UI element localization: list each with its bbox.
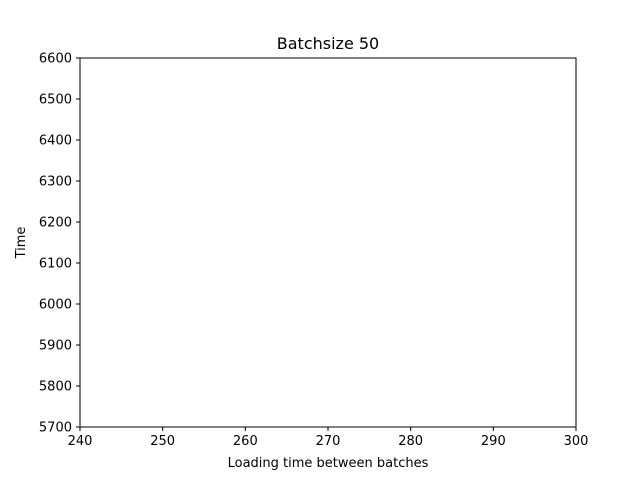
- x-tick-label: 280: [398, 434, 423, 449]
- x-ticks: 240 250 260 270 280 290 300: [68, 427, 589, 449]
- x-tick-label: 270: [316, 434, 341, 449]
- x-tick-label: 290: [481, 434, 506, 449]
- plot-area-frame: [79, 57, 577, 428]
- y-tick-label: 5900: [39, 339, 72, 354]
- y-axis-label: Time: [14, 227, 29, 260]
- y-tick-label: 6300: [39, 175, 72, 190]
- x-tick-label: 250: [150, 434, 175, 449]
- y-tick-label: 6000: [39, 298, 72, 313]
- x-tick-label: 240: [68, 434, 93, 449]
- chart-title: Batchsize 50: [277, 34, 379, 53]
- y-tick-label: 5700: [39, 421, 72, 436]
- y-tick-label: 6600: [39, 52, 72, 67]
- x-tick-label: 300: [564, 434, 589, 449]
- y-tick-label: 6200: [39, 216, 72, 231]
- x-tick-label: 260: [233, 434, 258, 449]
- y-tick-label: 5800: [39, 380, 72, 395]
- y-tick-label: 6400: [39, 134, 72, 149]
- y-tick-label: 6500: [39, 93, 72, 108]
- x-axis-label: Loading time between batches: [228, 456, 429, 471]
- y-ticks: 5700 5800 5900 6000 6100 6200 6300 6400 6500 6600: [39, 52, 80, 436]
- y-tick-label: 6100: [39, 257, 72, 272]
